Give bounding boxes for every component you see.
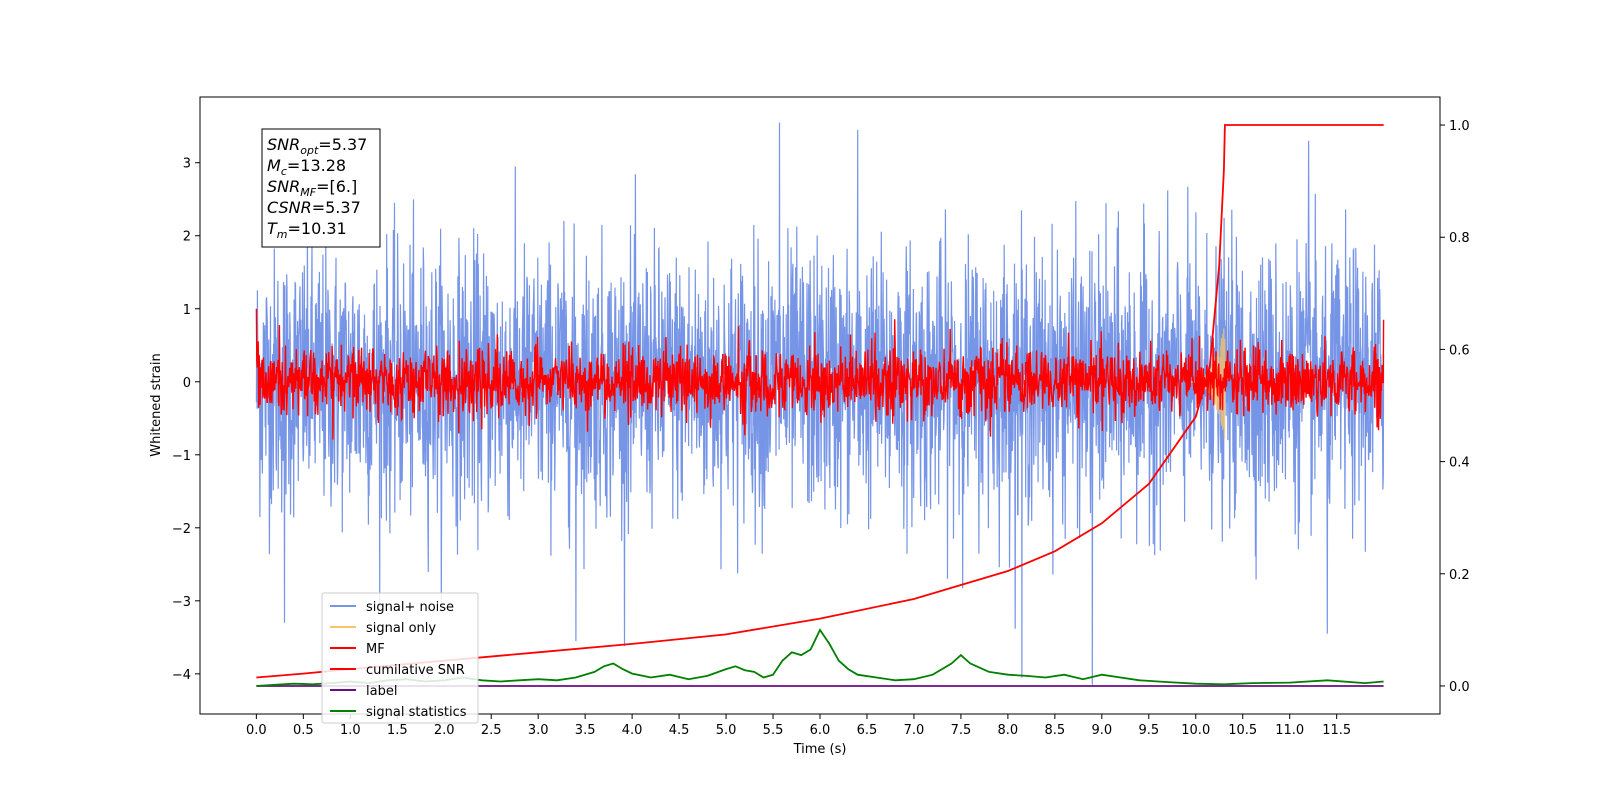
x-tick-label: 6.5	[857, 723, 878, 738]
legend-entry: signal only	[366, 621, 436, 636]
y-axis-label: Whitened strain	[149, 353, 164, 456]
legend-frame	[321, 592, 479, 724]
annotation-line: Mc=13.28	[267, 156, 346, 178]
x-tick-label: 0.0	[246, 723, 267, 738]
y-right-tick-label: 0.8	[1449, 231, 1470, 246]
y-left-tick-label: −3	[172, 595, 191, 610]
y-right-tick-label: 1.0	[1449, 119, 1470, 134]
x-tick-label: 4.0	[622, 723, 643, 738]
x-tick-label: 10.5	[1228, 723, 1257, 738]
x-tick-label: 3.5	[575, 723, 596, 738]
x-tick-label: 1.0	[340, 723, 361, 738]
series-line-signal-noise	[255, 122, 1385, 685]
x-tick-label: 2.0	[434, 723, 455, 738]
x-tick-label: 0.5	[293, 723, 314, 738]
x-tick-label: 11.5	[1322, 723, 1351, 738]
legend-entry: MF	[366, 642, 385, 657]
y-left-tick-label: 1	[183, 303, 191, 318]
y-axis-right: 1.0 0.8 0.6 0.4 0.2 0.0	[1440, 119, 1470, 695]
y-right-tick-label: 0.0	[1449, 680, 1470, 695]
x-tick-label: 4.5	[669, 723, 690, 738]
annotation-line: Tm=10.31	[267, 219, 347, 241]
y-left-tick-label: 2	[183, 230, 191, 245]
legend-entry: signal+ noise	[366, 600, 454, 615]
series-line-mf	[255, 308, 1385, 440]
annotation-line: CSNR=5.37	[267, 198, 361, 217]
legend-entry: cumilative SNR	[366, 663, 465, 678]
x-tick-label: 9.5	[1138, 723, 1159, 738]
x-tick-label: 10.0	[1181, 723, 1210, 738]
y-right-tick-label: 0.2	[1449, 568, 1470, 583]
x-tick-label: 11.0	[1275, 723, 1304, 738]
y-left-tick-label: −2	[172, 522, 191, 537]
x-tick-label: 2.5	[481, 723, 502, 738]
y-left-tick-label: −4	[172, 668, 191, 683]
legend-entry: label	[366, 684, 397, 699]
x-tick-label: 8.5	[1045, 723, 1066, 738]
x-tick-label: 5.5	[763, 723, 784, 738]
legend: signal+ noise signal only MF cumilative SNR…	[321, 592, 479, 724]
x-tick-label: 3.0	[528, 723, 549, 738]
legend-entry: signal statistics	[366, 705, 467, 720]
annotation-line: SNRopt=5.37	[267, 135, 367, 157]
x-axis: 0.0 0.5 1.0 1.5 2.0 2.5 3.0 3.5 4.0 4.5 5.0 5.5 6.0 6…	[246, 714, 1351, 738]
x-tick-label: 5.0	[716, 723, 737, 738]
y-left-tick-label: 0	[183, 376, 191, 391]
y-right-tick-label: 0.4	[1449, 456, 1470, 471]
x-tick-label: 9.0	[1091, 723, 1112, 738]
x-tick-label: 8.0	[998, 723, 1019, 738]
x-axis-label: Time (s)	[793, 742, 847, 757]
y-left-tick-label: 3	[183, 157, 191, 172]
y-right-tick-label: 0.6	[1449, 343, 1470, 358]
x-tick-label: 1.5	[387, 723, 408, 738]
annotation-frame	[261, 128, 381, 248]
y-axis-left: 3 2 1 0 −1 −2 −3 −4	[172, 157, 200, 683]
x-tick-label: 7.5	[951, 723, 972, 738]
x-tick-label: 7.0	[904, 723, 925, 738]
x-tick-label: 6.0	[810, 723, 831, 738]
annotation-line: SNRMF=[6.]	[267, 177, 357, 199]
y-left-tick-label: −1	[172, 449, 191, 464]
